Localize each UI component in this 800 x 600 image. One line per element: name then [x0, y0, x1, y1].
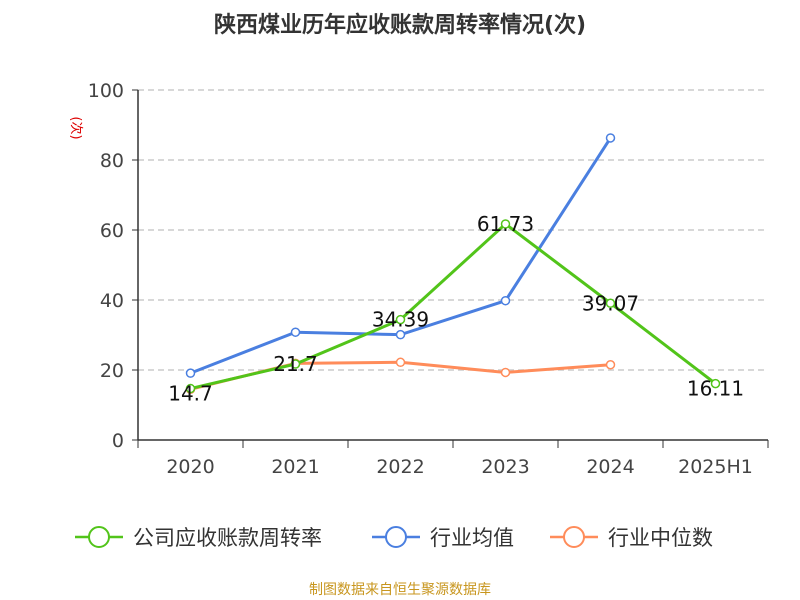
data-label: 16.11 — [687, 377, 744, 401]
legend-marker — [563, 526, 585, 548]
data-label: 34.39 — [372, 308, 429, 332]
x-tick-label: 2021 — [271, 456, 319, 478]
y-tick-label: 0 — [112, 430, 124, 452]
y-tick-label: 20 — [100, 360, 124, 382]
y-tick-label: 40 — [100, 290, 124, 312]
legend-marker — [385, 526, 407, 548]
x-tick-label: 2022 — [376, 456, 424, 478]
data-point — [500, 295, 511, 306]
data-point — [605, 360, 616, 370]
y-tick-label: 80 — [100, 150, 124, 172]
data-label: 21.7 — [273, 352, 318, 376]
data-point — [500, 367, 511, 378]
x-tick-label: 2020 — [166, 456, 214, 478]
legend-label: 行业均值 — [430, 526, 514, 550]
data-label: 14.7 — [168, 382, 213, 406]
legend-label: 行业中位数 — [608, 526, 713, 550]
data-point — [605, 298, 616, 309]
data-label: 61.73 — [477, 212, 534, 236]
data-point — [605, 133, 616, 143]
y-tick-label: 100 — [88, 80, 124, 102]
data-point — [185, 368, 196, 378]
data-point — [710, 378, 721, 389]
data-point — [395, 329, 406, 340]
data-point — [395, 314, 406, 325]
data-label: 39.07 — [582, 291, 639, 315]
data-point — [290, 359, 301, 369]
x-tick-label: 2023 — [481, 456, 529, 478]
x-tick-label: 2024 — [586, 456, 634, 478]
data-point — [395, 357, 406, 368]
source-note: 制图数据来自恒生聚源数据库 — [309, 582, 491, 598]
chart-title: 陕西煤业历年应收账款周转率情况(次) — [214, 12, 586, 38]
legend-marker — [88, 526, 110, 548]
data-point — [290, 327, 301, 337]
data-point — [185, 383, 196, 394]
legend-label: 公司应收账款周转率 — [133, 526, 322, 550]
series-line — [190, 221, 717, 391]
y-axis-label: (次) — [68, 116, 84, 139]
y-tick-label: 60 — [100, 220, 124, 242]
data-point — [500, 219, 511, 229]
x-tick-label: 2025H1 — [678, 456, 753, 478]
